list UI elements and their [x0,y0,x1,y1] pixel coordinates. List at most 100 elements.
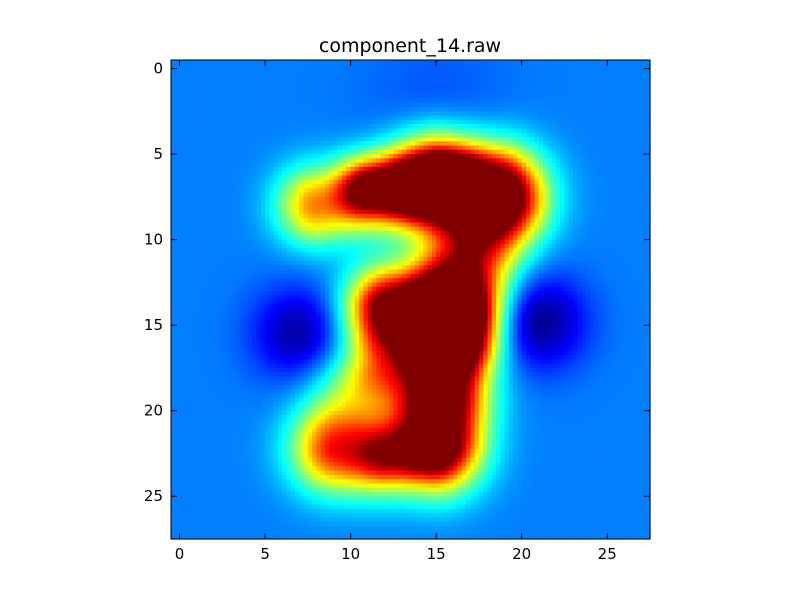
heatmap-cell [209,81,215,87]
heatmap-cell [265,77,270,82]
heatmap-cell [179,239,185,245]
heatmap-cell [496,119,501,125]
heatmap-cell [491,136,497,142]
heatmap-cell [269,94,275,100]
heatmap-cell [538,132,544,138]
heatmap-cell [431,201,437,207]
heatmap-cell [282,89,288,95]
heatmap-cell [299,119,305,125]
heatmap-cell [265,166,270,172]
heatmap-cell [474,222,480,228]
heatmap-cell [367,205,373,211]
heatmap-cell [397,179,403,185]
heatmap-cell [453,81,459,87]
heatmap-cell [342,184,347,189]
heatmap-cell [496,132,501,138]
heatmap-cell [534,201,540,207]
heatmap-cell [466,111,471,117]
heatmap-cell [555,188,561,194]
heatmap-cell [337,89,343,95]
heatmap-cell [440,107,446,112]
heatmap-cell [337,102,343,108]
heatmap-cell [295,124,300,130]
heatmap-cell [555,196,561,202]
heatmap-cell [256,98,262,104]
heatmap-cell [564,98,570,104]
heatmap-cell [200,141,206,147]
heatmap-cell [551,72,557,78]
heatmap-cell [209,196,215,202]
heatmap-cell [269,128,275,134]
heatmap-cell [440,124,446,130]
heatmap-cell [414,124,420,130]
heatmap-cell [436,248,442,254]
heatmap-cell [466,218,471,224]
heatmap-cell [602,243,608,249]
heatmap-cell [389,171,394,177]
heatmap-cell [380,196,386,202]
heatmap-cell [290,77,296,82]
heatmap-cell [196,119,202,125]
heatmap-cell [500,81,506,87]
heatmap-cell [555,162,561,168]
heatmap-cell [200,213,206,219]
heatmap-cell [453,205,459,211]
heatmap-cell [252,124,258,130]
heatmap-cell [333,162,339,168]
heatmap-cell [273,192,279,198]
heatmap-cell [299,209,305,215]
heatmap-cell [577,94,583,100]
heatmap-cell [478,119,484,125]
heatmap-cell [474,85,480,91]
heatmap-cell [376,128,382,134]
heatmap-cell [419,60,424,65]
heatmap-cell [401,119,407,125]
heatmap-cell [560,179,566,185]
heatmap-cell [350,235,356,241]
heatmap-cell [551,107,557,112]
heatmap-cell [239,166,245,172]
heatmap-cell [568,60,574,65]
heatmap-cell [299,239,305,245]
heatmap-cell [363,192,369,198]
heatmap-cell [354,149,360,155]
heatmap-cell [307,184,313,189]
heatmap-cell [200,85,206,91]
heatmap-cell [171,248,176,254]
heatmap-cell [192,196,198,202]
heatmap-cell [598,107,604,112]
heatmap-cell [534,158,540,164]
heatmap-cell [513,60,519,65]
heatmap-cell [222,213,228,219]
heatmap-cell [491,119,497,125]
heatmap-cell [171,89,176,95]
heatmap-cell [637,179,643,185]
heatmap-cell [620,166,625,172]
heatmap-cell [637,149,643,155]
heatmap-cell [380,124,386,130]
heatmap-cell [525,72,531,78]
heatmap-cell [188,136,193,142]
heatmap-cell [337,85,343,91]
heatmap-cell [337,136,343,142]
heatmap-cell [615,124,621,130]
heatmap-cell [478,60,484,65]
heatmap-cell [590,128,596,134]
heatmap-cell [393,243,399,249]
heatmap-cell [645,85,651,91]
heatmap-cell [427,107,433,112]
heatmap-cell [252,209,258,215]
heatmap-cell [419,166,424,172]
heatmap-cell [320,192,326,198]
heatmap-cell [312,192,318,198]
heatmap-cell [363,102,369,108]
heatmap-cell [534,175,540,181]
heatmap-cell [320,201,326,207]
heatmap-cell [423,239,429,245]
heatmap-cell [213,226,219,232]
heatmap-cell [602,115,608,121]
heatmap-cell [303,149,309,155]
heatmap-cell [307,85,313,91]
heatmap-cell [577,128,583,134]
heatmap-cell [188,102,193,108]
